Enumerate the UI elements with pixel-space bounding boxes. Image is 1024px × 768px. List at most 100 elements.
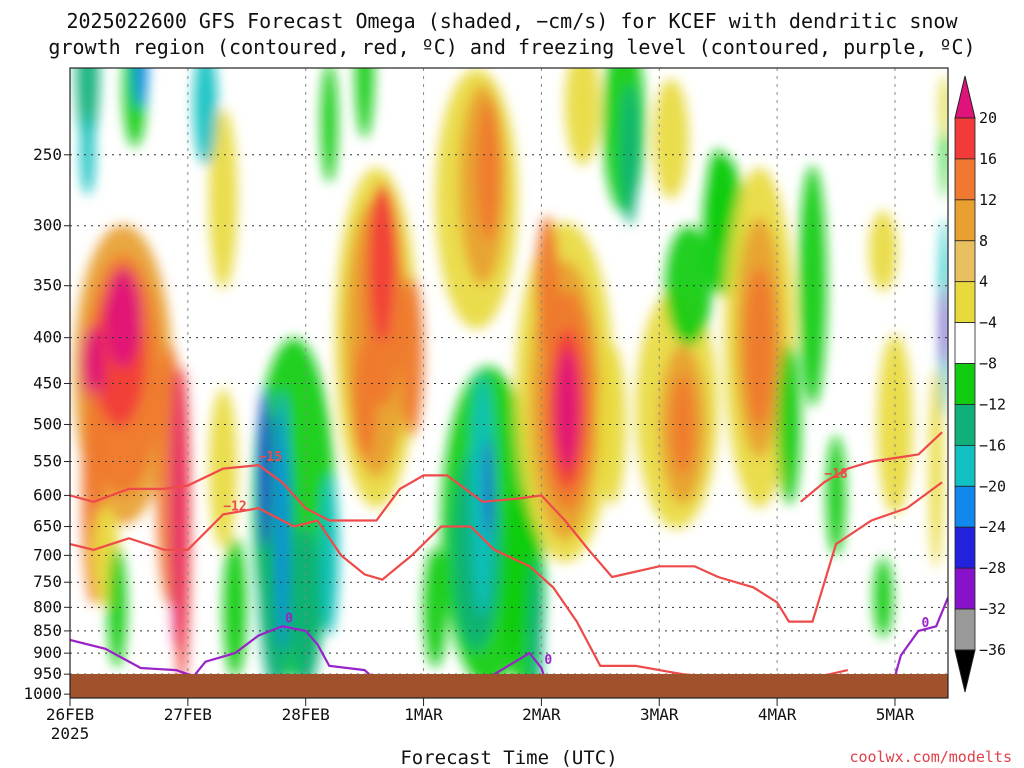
colorbar-cell-4 [954,281,976,324]
colorbar-cell-7 [954,404,976,446]
credit-label: coolwx.com/modelts [849,748,1012,766]
y-tick-label-400: 400 [33,328,62,347]
x-tick-label-3: 1MAR [404,705,443,724]
omega-blob-66 [873,557,893,638]
y-tick-label-600: 600 [33,485,62,504]
omega-blob-19 [223,537,247,678]
colorbar-label-5: −4 [979,314,997,332]
dgz-contour-1 [70,463,943,623]
y-tick-label-950: 950 [33,664,62,683]
omega-blob-73 [939,75,948,136]
colorbar-label-8: −16 [979,436,1006,454]
omega-blob-68 [869,210,898,291]
y-tick-label-650: 650 [33,517,62,536]
colorbar-label-7: −12 [979,395,1006,413]
omega-blob-56 [665,225,713,346]
omega-blob-62 [706,148,730,249]
colorbar-bottom-arrow [954,649,976,693]
y-tick-label-300: 300 [33,216,62,235]
grid-lines [70,68,948,698]
colorbar-cell-1 [954,158,976,201]
ground-terrain [70,674,948,698]
omega-shading [73,68,948,698]
omega-blob-12 [133,68,148,108]
colorbar-label-6: −8 [979,355,997,373]
omega-blob-55 [671,374,695,475]
omega-blob-28 [370,182,395,343]
omega-blob-38 [355,68,375,138]
omega-blob-30 [399,276,424,437]
colorbar-label-0: 20 [979,109,997,127]
omega-blob-4 [81,325,106,406]
omega-blob-47 [555,348,580,469]
omega-blob-3 [104,267,142,368]
omega-blob-39 [321,68,338,183]
freezing-contour-label-1: 0 [544,653,552,668]
x-tick-label-2: 28FEB [282,705,330,724]
omega-blob-13 [80,114,95,195]
omega-blob-34 [484,438,492,539]
omega-blob-61 [744,267,775,428]
omega-blob-50 [564,68,601,166]
omega-blob-57 [653,78,689,199]
colorbar-cell-6 [954,363,976,405]
x-tick-label-7: 5MAR [876,705,915,724]
colorbar-cell-11 [954,567,976,610]
colorbar-label-9: −20 [979,477,1006,495]
y-tick-label-550: 550 [33,452,62,471]
freezing-contour-label-2: 0 [922,616,930,631]
y-tick-label-350: 350 [33,276,62,295]
y-tick-label-1000: 1000 [23,684,62,703]
colorbar-cell-12 [954,608,976,651]
chart-title-line-2: growth region (contoured, red, ºC) and f… [48,35,975,59]
y-tick-label-800: 800 [33,597,62,616]
omega-blob-69 [929,368,944,569]
colorbar-label-12: −32 [979,600,1006,618]
y-tick-label-700: 700 [33,545,62,564]
colorbar-cell-10 [954,526,976,569]
colorbar-cell-2 [954,199,976,242]
omega-blob-29 [352,340,377,461]
omega-blob-67 [877,334,913,515]
colorbar-label-11: −28 [979,559,1006,577]
colorbar-cell-3 [954,240,976,283]
chart-title-line-1: 2025022600 GFS Forecast Omega (shaded, −… [66,9,958,33]
colorbar-label-3: 8 [979,232,988,250]
x-tick-label-6: 4MAR [758,705,797,724]
x-tick-label-1: 27FEB [164,705,212,724]
colorbar-cell-0 [954,117,976,160]
omega-blob-10 [75,68,100,148]
omega-blob-52 [621,84,639,225]
colorbar: 20 16 12 8 4 −4 −8 −12 −16 −20 −24 −28 −32 −36 [954,75,1006,693]
dgz-contour-2 [799,431,943,503]
dgz-contour-0 [70,507,849,682]
colorbar-label-13: −36 [979,641,1006,659]
colorbar-top-arrow [954,75,976,119]
x-tick-label-5: 3MAR [640,705,679,724]
y-tick-label-450: 450 [33,373,62,392]
freezing-contour-0 [70,625,384,688]
y-tick-label-850: 850 [33,621,62,640]
omega-blob-18 [289,527,323,688]
x-axis-title: Forecast Time (UTC) [400,747,617,768]
x-tick-sublabel-0: 2025 [51,724,90,743]
omega-blob-24 [193,68,218,166]
omega-blob-8 [171,368,181,649]
dgz-contour-label-2: −18 [824,467,848,482]
y-tick-label-750: 750 [33,572,62,591]
y-tick-label-500: 500 [33,414,62,433]
x-tick-label-0: 26FEB [46,705,94,724]
colorbar-cell-8 [954,444,976,487]
x-tick-label-4: 2MAR [522,705,561,724]
contour-lines: −12 −15 −18 0 0 0 [70,431,948,688]
colorbar-label-10: −24 [979,518,1006,536]
dgz-contour-label-1: −15 [259,450,282,465]
omega-blob-23 [209,108,238,289]
colorbar-label-4: 4 [979,273,988,291]
colorbar-label-2: 12 [979,191,997,209]
omega-blob-64 [777,344,801,505]
omega-blob-65 [826,435,846,556]
omega-blob-49 [597,344,627,505]
omega-blob-42 [476,100,501,241]
